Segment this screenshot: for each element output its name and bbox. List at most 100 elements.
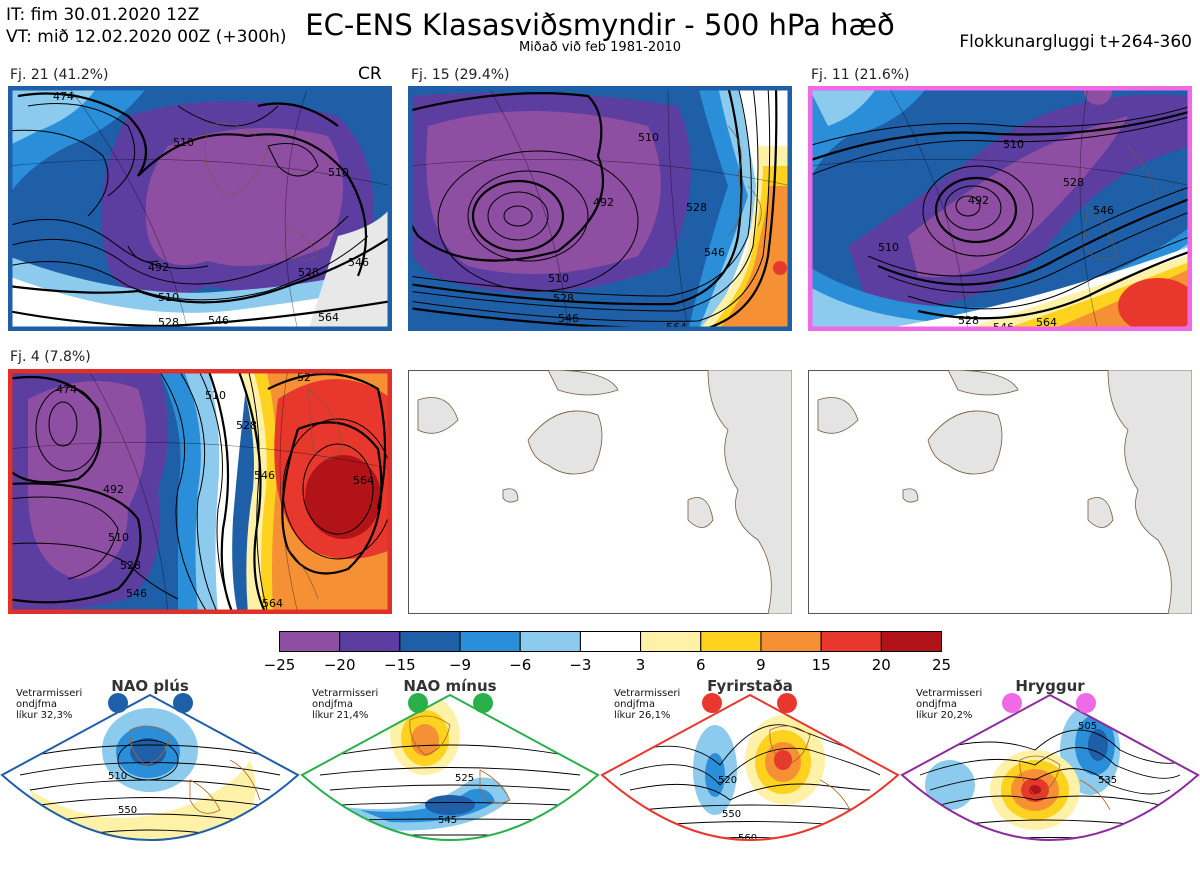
panel-border [408,86,792,331]
contour-label: 546 [993,321,1014,331]
regime-frame [900,693,1200,841]
contour-label: 546 [126,587,147,600]
contour-label: 564 [1036,316,1057,329]
contour-label: 474 [56,383,77,396]
contour-label: 528 [236,419,257,432]
colorbar-tick-label: −15 [384,656,416,674]
regime-marker [173,693,193,713]
contour-label: 528 [298,266,319,279]
regime-marker [108,693,128,713]
regime-anomaly [425,795,475,815]
contour-label: 492 [148,261,169,274]
anomaly-field [145,128,343,266]
regime-frame [300,693,600,841]
regime-title-nao-minus: NAO mínus [403,677,497,695]
panel-border [8,86,392,331]
colorbar-swatch [519,631,581,652]
contour-label: 510 [878,241,899,254]
contour-label: 564 [353,474,374,487]
panel-3-label: Fj. 11 (21.6%) [811,67,910,83]
contour-label: 560 [1090,835,1109,846]
cluster-map-2: 510 492 528 546 510 528 546 564 [408,86,792,331]
colorbar-swatch [339,631,401,652]
colorbar-tick-label: 3 [635,656,646,674]
regime-anomaly [1013,849,1043,861]
contour-label: 546 [348,256,369,269]
contour-label: 528 [120,559,141,572]
colorbar-swatch [700,631,762,652]
colorbar-tick-label: −25 [263,656,296,674]
contour-label: 510 [548,272,569,285]
anomaly-max [305,455,381,539]
contour-label: 564 [666,321,687,331]
regime-note: Vetrarmisseri ondjfma líkur 26,1% [614,688,681,721]
contour-label: 528 [686,201,707,214]
contour-label: 505 [1078,721,1097,732]
regime-title-blocking: Fyrirstaða [707,677,793,695]
contour-label: 510 [205,389,226,402]
regime-anomaly [705,753,725,797]
anomaly-field [811,89,876,126]
panel-4-label: Fj. 4 (7.8%) [10,349,91,365]
colorbar-swatch [279,631,341,652]
init-time: IT: fim 30.01.2020 12Z [6,5,200,25]
regime-title-ridge: Hryggur [1015,677,1085,695]
colorbar-tick-label: −6 [509,656,532,674]
regime-anomaly [330,777,510,831]
colorbar-swatch [820,631,882,652]
contour-label: 52 [297,371,311,384]
panel-1-label: Fj. 21 (41.2%) [10,67,109,83]
regime-note: Vetrarmisseri ondjfma líkur 21,4% [312,688,379,721]
colorbar-swatch [399,631,461,652]
contour-label: 528 [1063,176,1084,189]
colorbar-tick-label: −9 [448,656,472,674]
classification-window: Flokkunargluggi t+264-360 [959,32,1192,52]
empty-map-5 [408,370,792,614]
contour-label: 510 [328,166,349,179]
colorbar-swatch [880,631,942,652]
anomaly-max [773,261,787,275]
regime-anomaly [925,760,975,810]
contour-label: 564 [262,597,283,610]
panel-border [8,369,392,614]
contour-label: 528 [958,314,979,327]
colorbar-tick-label: 15 [811,656,831,674]
anomaly-field [426,111,661,274]
contour-label: 528 [553,292,574,305]
anomaly-field [28,381,146,579]
empty-map-6 [808,370,1192,614]
regime-title-nao-plus: NAO plús [111,677,189,695]
contour-label: 564 [318,311,339,324]
contour-label: 545 [438,815,457,826]
contour-label: 510 [1003,138,1024,151]
colorbar-swatch [640,631,702,652]
regime-note: Vetrarmisseri ondjfma líkur 32,3% [16,688,83,721]
regime-marker [408,693,428,713]
page-title: EC-ENS Klasasviðsmyndir - 500 hPa hæð [305,8,895,42]
cluster-map-1: 474 510 510 492 510 528 528 546 546 564 [8,86,392,331]
regime-marker [777,693,797,713]
contour-label: 510 [638,131,659,144]
contour-label: 492 [593,196,614,209]
contour-label: 546 [558,312,579,325]
panel-border [808,86,1192,331]
contour-label: 528 [158,316,179,329]
contour-label: 550 [118,805,137,816]
contour-label: 520 [718,775,737,786]
regime-maps: 510 550 525 545 565 [0,693,1200,861]
colorbar-swatch [579,631,642,652]
contour-label: 510 [108,771,127,782]
colorbar-ticks: −25 −20 −15 −9 −6 −3 3 6 9 15 20 25 [264,656,951,676]
regime-marker [702,693,722,713]
contour-label: 535 [1098,775,1117,786]
colorbar-tick-label: 20 [871,656,891,674]
anomaly-max [1118,278,1189,328]
contour-label: 550 [722,809,741,820]
contour-label: 546 [1093,204,1114,217]
anomaly-field [184,372,228,611]
contour-label: 492 [968,194,989,207]
contour-label: 565 [448,850,467,861]
colorbar-tick-label: −3 [569,656,592,674]
colorbar-tick-label: 9 [756,656,766,674]
contour-label: 510 [108,531,129,544]
